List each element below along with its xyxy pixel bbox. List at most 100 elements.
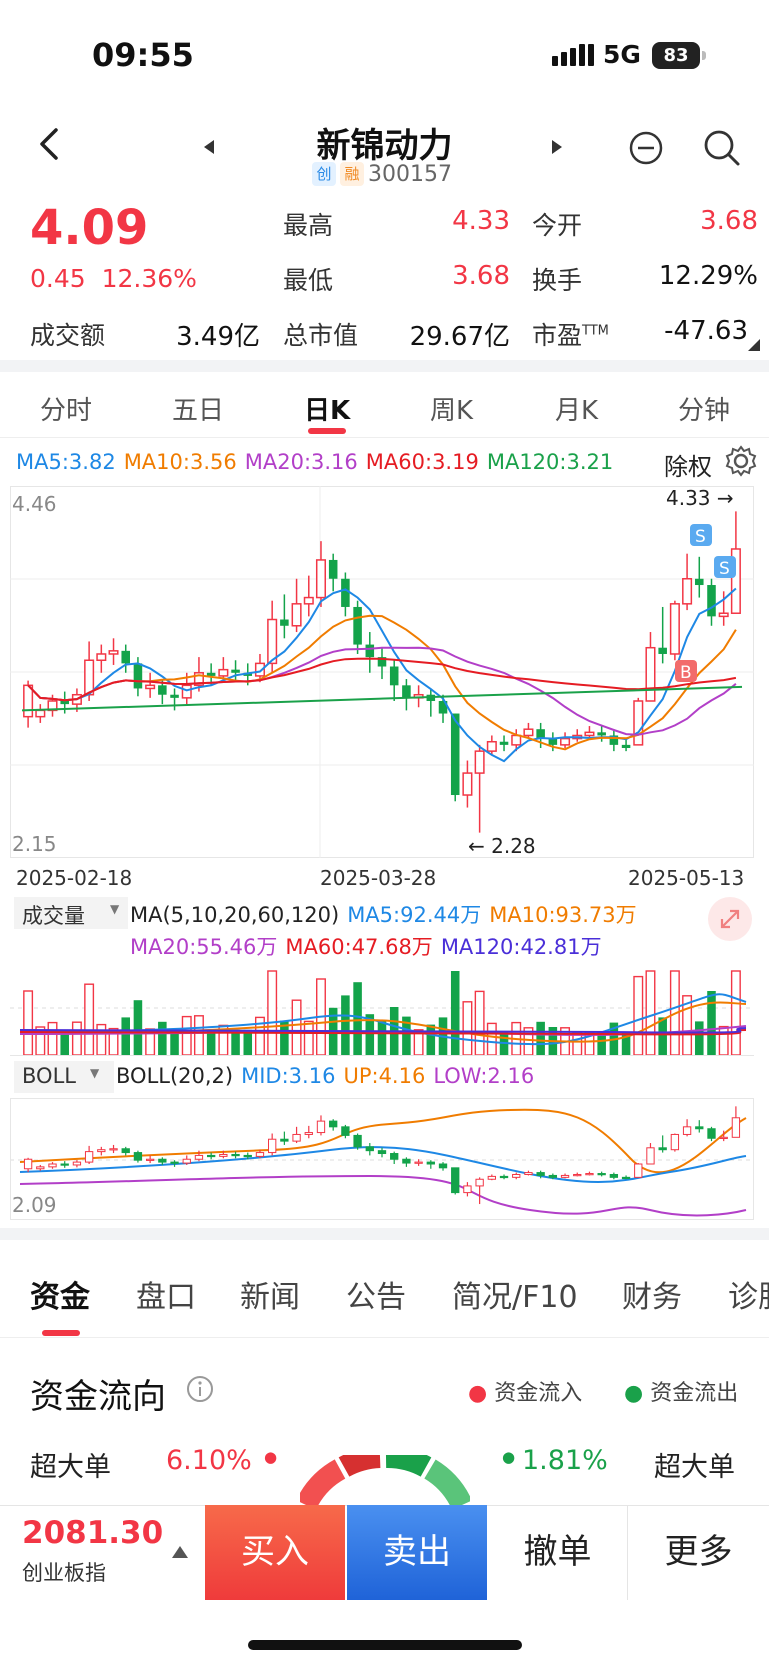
next-stock-icon[interactable]: [550, 138, 564, 160]
candle-body: [389, 666, 399, 686]
vol-ma5: MA5:92.44万: [347, 903, 482, 927]
super-large-out-pct: 1.81%: [522, 1445, 608, 1476]
tab-diagnosis[interactable]: 诊股: [728, 1280, 769, 1315]
ma10-value: MA10:3.56: [123, 450, 237, 474]
boll-candle-body: [133, 1152, 143, 1161]
boll-candle-body: [621, 1176, 631, 1180]
candle-body: [609, 735, 619, 745]
section-divider: [0, 360, 769, 372]
candle-body: [254, 662, 265, 677]
candle-body: [669, 603, 680, 655]
candle-body: [402, 685, 411, 698]
candle-body: [450, 713, 460, 796]
index-name[interactable]: 创业板指: [22, 1561, 106, 1585]
volume-bar: [96, 1023, 107, 1056]
candle-body: [145, 684, 156, 690]
volume-bar: [71, 1021, 82, 1056]
volume-bar: [158, 1021, 167, 1055]
sell-marker-1[interactable]: S: [690, 524, 712, 547]
candle-body: [462, 772, 473, 796]
volume-ma-group: MA(5,10,20,60,120): [130, 903, 340, 927]
prev-stock-icon[interactable]: [202, 138, 216, 160]
status-time: 09:55: [92, 36, 194, 74]
tab-daily-k[interactable]: 日K: [304, 396, 351, 426]
boll-candle-body: [475, 1178, 484, 1187]
volume-bar: [267, 970, 278, 1056]
tab-announcements[interactable]: 公告: [346, 1280, 406, 1315]
remove-watchlist-icon[interactable]: [628, 130, 664, 170]
boll-y-label: 2.09: [12, 1193, 57, 1217]
candle-body: [511, 734, 522, 746]
vol-ma10: MA10:93.73万: [489, 903, 637, 927]
outflow-label: 资金流出: [650, 1381, 739, 1406]
boll-candle-body: [548, 1174, 558, 1178]
ma60-line: [27, 657, 737, 702]
expand-corner-icon[interactable]: [748, 336, 760, 355]
candle-body: [633, 700, 644, 746]
sell-button[interactable]: 卖出: [347, 1505, 487, 1600]
candlestick-chart[interactable]: 4.46 2.15 4.33 → ← 2.28 S S B: [10, 486, 754, 858]
tab-funds[interactable]: 资金: [30, 1280, 90, 1315]
volume-bar: [621, 1032, 631, 1055]
date-label-start: 2025-02-18: [16, 866, 133, 890]
high-label: 最高: [283, 211, 334, 240]
volume-chart[interactable]: [10, 960, 754, 1056]
back-icon[interactable]: [34, 124, 64, 164]
candle-body: [158, 685, 167, 695]
settings-gear-icon[interactable]: [724, 444, 758, 482]
candle-body: [377, 657, 387, 667]
candle-body: [718, 612, 729, 618]
candle-body: [133, 663, 143, 689]
candle-body: [181, 684, 192, 699]
tab-profile-f10[interactable]: 简况/F10: [452, 1280, 578, 1315]
boll-candle-body: [463, 1185, 472, 1194]
volume-bar: [23, 990, 34, 1056]
min-price-label: ← 2.28: [468, 834, 536, 858]
boll-selector[interactable]: BOLL ▼: [14, 1061, 114, 1093]
candle-body: [218, 668, 229, 677]
more-button[interactable]: 更多: [664, 1532, 733, 1572]
search-icon[interactable]: [702, 128, 742, 172]
boll-candle-body: [426, 1161, 435, 1165]
tab-weekly-k[interactable]: 周K: [430, 396, 474, 426]
tab-monthly-k[interactable]: 月K: [555, 396, 599, 426]
boll-label: BOLL: [22, 1064, 76, 1088]
boll-candle-body: [292, 1133, 301, 1142]
turnover-label: 换手: [532, 266, 583, 295]
tab-order-book[interactable]: 盘口: [136, 1280, 196, 1315]
buy-button[interactable]: 买入: [205, 1505, 345, 1600]
boll-candle-body: [731, 1117, 741, 1138]
candle-body: [206, 672, 216, 676]
date-label-end: 2025-05-13: [628, 866, 745, 890]
tab-news[interactable]: 新闻: [240, 1280, 300, 1315]
tab-minute-k[interactable]: 分钟: [678, 396, 731, 426]
tab-financials[interactable]: 财务: [622, 1280, 682, 1315]
volume-selector[interactable]: 成交量 ▼: [14, 897, 128, 929]
boll-candle-body: [170, 1161, 179, 1164]
index-value[interactable]: 2081.30: [22, 1515, 164, 1551]
stock-code-row: 创融 300157: [312, 162, 452, 187]
outflow-legend: ● 资金流出: [624, 1381, 739, 1406]
adjust-button[interactable]: 除权: [664, 453, 712, 481]
pe-value[interactable]: -47.63: [664, 316, 748, 346]
tab-minute-time[interactable]: 分时: [40, 396, 93, 426]
boll-candle-body: [707, 1128, 716, 1139]
candle-body: [621, 744, 631, 749]
price-change: 0.45 12.36%: [30, 264, 197, 293]
boll-candle-body: [84, 1151, 94, 1163]
volume-bar: [170, 1029, 179, 1055]
tab-five-day[interactable]: 五日: [172, 396, 225, 426]
boll-candle-body: [682, 1126, 692, 1135]
buy-marker[interactable]: B: [675, 660, 697, 683]
boll-candle-body: [365, 1146, 374, 1152]
boll-chart[interactable]: 2.09: [10, 1098, 754, 1220]
info-icon[interactable]: [186, 1375, 214, 1407]
open-label: 今开: [532, 211, 583, 240]
fullscreen-icon[interactable]: [708, 897, 752, 941]
volume-bar: [486, 1022, 497, 1056]
candle-body: [523, 728, 534, 737]
home-indicator[interactable]: [248, 1640, 522, 1650]
sell-marker-2[interactable]: S: [714, 556, 736, 579]
cancel-order-button[interactable]: 撤单: [488, 1505, 628, 1600]
high-value: 4.33: [452, 206, 510, 236]
